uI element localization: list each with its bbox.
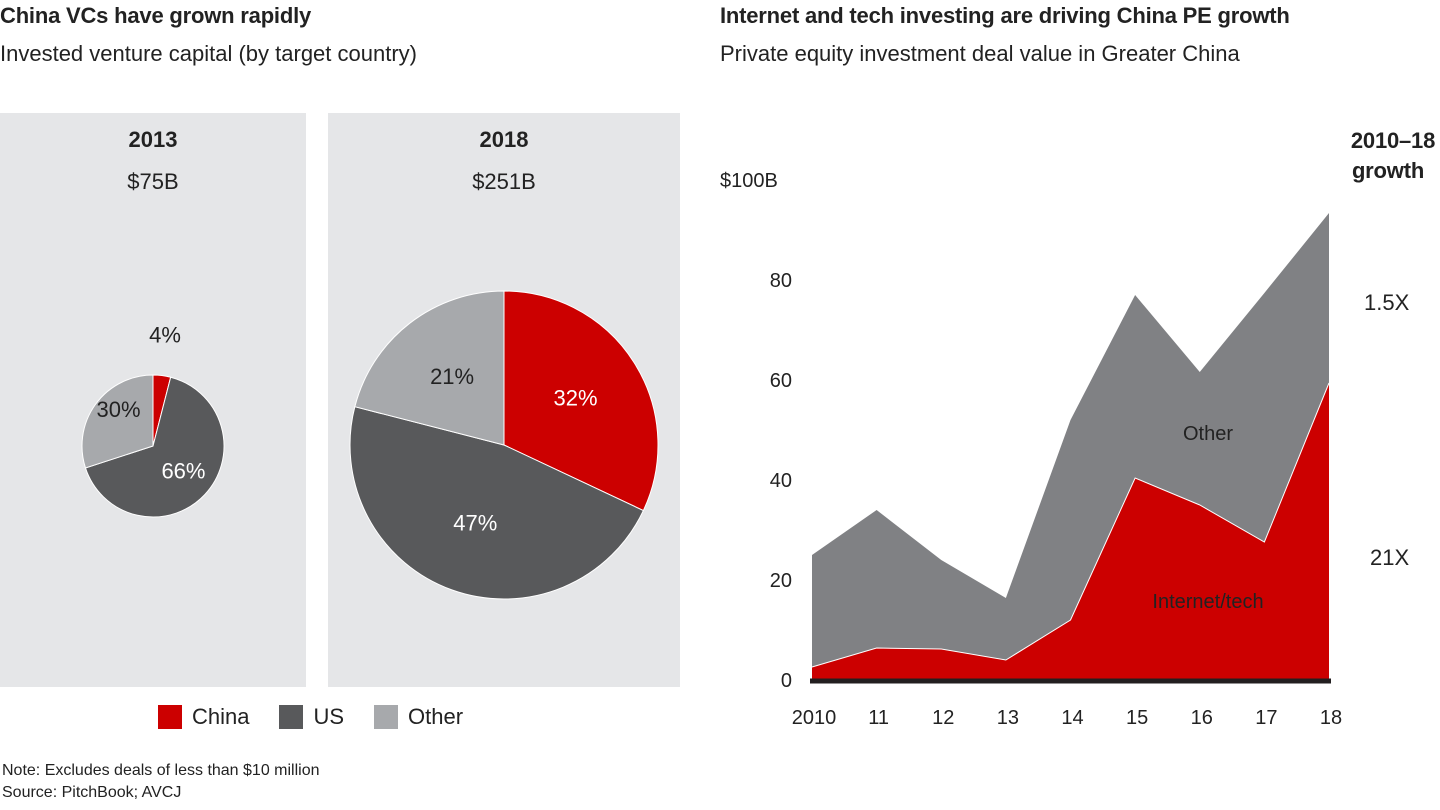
pie-data-label-other: 30% bbox=[97, 397, 141, 422]
panel-total-2018: $251B bbox=[472, 169, 536, 194]
pie-slice-us bbox=[349, 406, 645, 600]
pie-data-label-china: 32% bbox=[553, 385, 597, 410]
area-series-internet-tech bbox=[812, 383, 1329, 680]
x-tick-label: 2010 bbox=[792, 707, 837, 729]
legend-item-us: US bbox=[279, 704, 344, 730]
x-tick-label: 17 bbox=[1255, 707, 1277, 729]
y-axis-ticks: 0 20 40 60 80 $100B bbox=[720, 170, 792, 692]
legend-label-china: China bbox=[192, 704, 250, 729]
legend-swatch-china bbox=[158, 705, 182, 729]
panel-year-2013: 2013 bbox=[128, 127, 178, 152]
y-tick-label: 0 bbox=[781, 670, 792, 692]
panel-total-2013: $75B bbox=[127, 169, 179, 194]
pie-slice-other bbox=[81, 374, 154, 469]
legend-label-other: Other bbox=[408, 704, 464, 729]
growth-value-internet: 21X bbox=[1370, 545, 1410, 570]
left-chart-subtitle: Invested venture capital (by target coun… bbox=[0, 41, 417, 66]
area-series-divider-line bbox=[811, 382, 1330, 668]
pie-slice-other bbox=[354, 290, 505, 446]
x-tick-label: 11 bbox=[868, 707, 889, 729]
pie-data-label-us: 66% bbox=[161, 459, 205, 484]
x-tick-label: 15 bbox=[1126, 707, 1148, 729]
x-tick-label: 13 bbox=[997, 707, 1019, 729]
source-note: Source: PitchBook; AVCJ bbox=[2, 784, 182, 801]
x-tick-label: 18 bbox=[1320, 707, 1342, 729]
right-chart-subtitle: Private equity investment deal value in … bbox=[720, 41, 1240, 66]
pie-panel-2013: 2013 $75B bbox=[0, 113, 306, 687]
pie-data-label-other: 21% bbox=[430, 364, 474, 389]
x-tick-label: 14 bbox=[1061, 707, 1083, 729]
x-tick-label: 12 bbox=[932, 707, 954, 729]
growth-header-line2: growth bbox=[1351, 158, 1425, 183]
panel-year-2018: 2018 bbox=[479, 127, 529, 152]
legend-label-us: US bbox=[313, 704, 345, 729]
pie-chart-2013: 4% 66% 30% bbox=[81, 323, 225, 518]
area-chart: 0 20 40 60 80 $100B 2010 11 12 13 14 15 16 17 18 Othe… bbox=[720, 170, 1342, 729]
area-label-other: Other bbox=[1183, 423, 1233, 445]
y-tick-label: $100B bbox=[720, 170, 778, 192]
growth-value-other: 1.5X bbox=[1364, 290, 1410, 315]
pie-legend: China US Other bbox=[158, 704, 493, 730]
footnote: Note: Excludes deals of less than $10 mi… bbox=[2, 762, 320, 779]
area-label-internet-tech: Internet/tech bbox=[1152, 591, 1263, 613]
legend-item-china: China bbox=[158, 704, 249, 730]
pie-data-label-us: 47% bbox=[453, 511, 497, 536]
pie-slice-china bbox=[503, 290, 659, 512]
pie-chart-2018: 32% 47% 21% bbox=[349, 290, 659, 600]
legend-swatch-us bbox=[279, 705, 304, 729]
y-tick-label: 20 bbox=[770, 570, 792, 592]
x-tick-label: 16 bbox=[1191, 707, 1213, 729]
right-chart-title: Internet and tech investing are driving … bbox=[720, 3, 1290, 28]
legend-swatch-other bbox=[374, 705, 399, 729]
y-tick-label: 60 bbox=[770, 370, 792, 392]
growth-header-line1: 2010–18 bbox=[1350, 128, 1436, 153]
legend-item-other: Other bbox=[374, 704, 463, 730]
left-chart-title: China VCs have grown rapidly bbox=[0, 3, 312, 28]
pie-data-label-china: 4% bbox=[149, 323, 181, 348]
pie-slice-us bbox=[84, 376, 225, 518]
y-tick-label: 80 bbox=[770, 270, 792, 292]
x-axis-ticks: 2010 11 12 13 14 15 16 17 18 bbox=[792, 707, 1342, 729]
y-tick-label: 40 bbox=[770, 470, 792, 492]
